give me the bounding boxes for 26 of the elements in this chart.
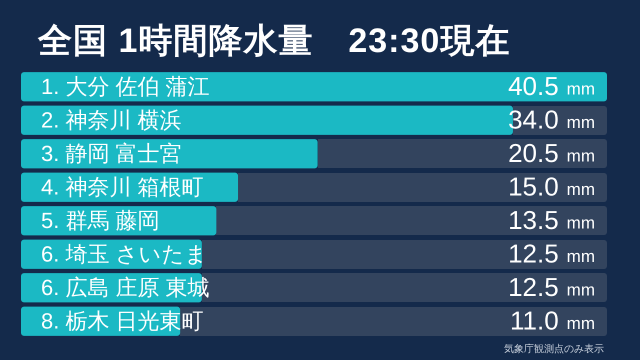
y-tick-label: 5. 群馬 藤岡 (41, 208, 160, 233)
data-label: 11.0 (510, 305, 559, 336)
annotation: mm (566, 213, 595, 232)
data-label: 15.0 (508, 171, 559, 202)
y-tick-label: 6. 広島 庄原 東城 (41, 274, 210, 300)
data-label: 12.5 (508, 238, 559, 268)
annotation: mm (566, 112, 595, 132)
chart-title: 全国 1時間降水量 23:30現在 (38, 21, 510, 62)
data-label: 13.5 (508, 204, 559, 235)
annotation: mm (566, 180, 595, 199)
y-tick-label: 6. 埼玉 さいたま (41, 241, 208, 266)
annotation: mm (566, 280, 595, 300)
annotation: mm (566, 79, 595, 98)
y-tick-label: 2. 神奈川 横浜 (41, 107, 182, 132)
data-label: 40.5 (508, 70, 559, 101)
data-label: 20.5 (508, 138, 559, 168)
y-tick-label: 8. 栃木 日光東町 (41, 308, 204, 334)
y-tick-label: 4. 神奈川 箱根町 (41, 174, 204, 200)
annotation: mm (566, 146, 595, 166)
y-tick-label: 1. 大分 佐伯 蒲江 (41, 74, 210, 99)
annotation: mm (566, 246, 595, 266)
y-tick-label: 3. 静岡 富士宮 (41, 140, 182, 166)
bar (21, 72, 607, 102)
annotation: mm (566, 314, 595, 333)
data-label: 12.5 (508, 272, 559, 302)
text: 気象庁観測点のみ表示 (504, 342, 604, 356)
